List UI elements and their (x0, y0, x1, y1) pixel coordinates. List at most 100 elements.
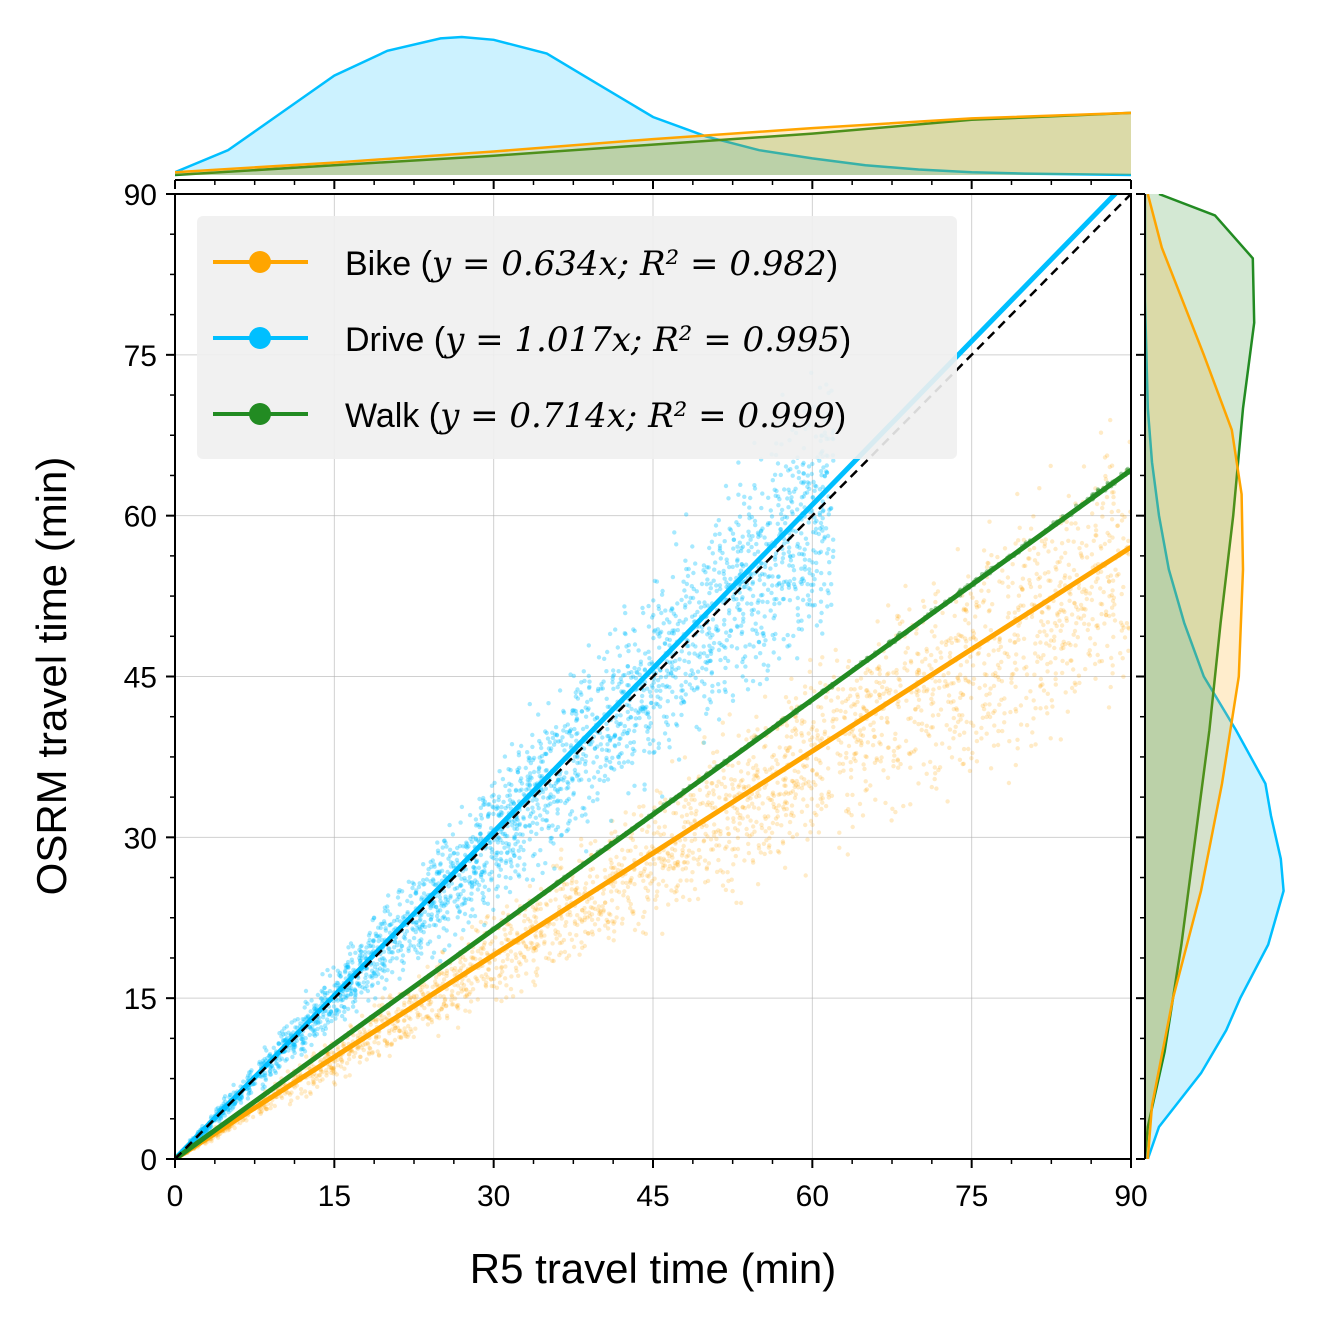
scatter-point-drive (656, 684, 661, 689)
scatter-point-bike (921, 671, 927, 676)
scatter-point-drive (679, 597, 684, 603)
scatter-point-bike (379, 1013, 384, 1018)
scatter-point-drive (765, 522, 770, 527)
scatter-point-drive (591, 760, 596, 765)
scatter-point-bike (646, 897, 651, 902)
scatter-point-bike (731, 862, 736, 867)
scatter-point-drive (400, 953, 406, 958)
scatter-point-drive (368, 943, 374, 948)
scatter-point-drive (778, 472, 783, 478)
scatter-point-drive (555, 811, 560, 816)
scatter-point-drive (712, 567, 717, 572)
scatter-point-bike (871, 720, 876, 725)
scatter-point-drive (605, 727, 610, 732)
scatter-point-bike (1030, 730, 1035, 735)
scatter-point-bike (1088, 636, 1093, 641)
scatter-point-bike (631, 812, 637, 817)
scatter-point-drive (496, 797, 501, 803)
scatter-point-drive (561, 710, 567, 715)
scatter-point-bike (929, 725, 934, 730)
scatter-point-bike (522, 913, 527, 918)
scatter-point-drive (401, 960, 406, 965)
scatter-point-drive (814, 568, 819, 574)
scatter-point-bike (622, 856, 627, 861)
scatter-point-drive (822, 582, 827, 587)
scatter-point-drive (657, 645, 662, 650)
scatter-point-bike (452, 982, 457, 988)
scatter-point-bike (1009, 680, 1014, 685)
scatter-point-bike (820, 776, 825, 782)
scatter-point-bike (962, 730, 967, 735)
scatter-point-bike (711, 833, 717, 838)
scatter-point-bike (402, 1026, 407, 1031)
scatter-point-drive (752, 486, 758, 491)
scatter-point-bike (807, 783, 812, 789)
scatter-point-bike (1038, 640, 1043, 645)
scatter-point-bike (844, 755, 849, 760)
scatter-point-drive (406, 948, 411, 954)
scatter-point-bike (1064, 519, 1069, 524)
scatter-point-bike (883, 800, 888, 806)
scatter-point-bike (1050, 704, 1055, 709)
scatter-point-drive (674, 721, 679, 727)
scatter-point-bike (1053, 682, 1059, 687)
scatter-point-drive (447, 847, 453, 852)
scatter-point-bike (389, 1041, 394, 1046)
scatter-point-bike (664, 883, 669, 888)
scatter-point-bike (896, 704, 901, 710)
scatter-point-bike (619, 863, 625, 868)
scatter-point-drive (595, 797, 600, 802)
scatter-point-bike (702, 858, 708, 863)
scatter-point-bike (987, 608, 992, 613)
scatter-point-bike (640, 930, 646, 935)
scatter-point-bike (416, 1012, 421, 1018)
scatter-point-bike (1033, 706, 1038, 711)
scatter-point-drive (623, 610, 628, 616)
scatter-point-bike (934, 786, 939, 791)
scatter-point-bike (533, 970, 539, 975)
scatter-point-drive (750, 627, 755, 632)
scatter-point-bike (940, 610, 945, 616)
scatter-point-drive (759, 625, 764, 630)
scatter-point-bike (1080, 589, 1085, 595)
scatter-point-bike (577, 891, 582, 897)
scatter-point-bike (966, 621, 971, 626)
scatter-point-bike (937, 765, 943, 770)
scatter-point-bike (645, 888, 651, 893)
scatter-point-drive (777, 580, 782, 586)
scatter-point-bike (1048, 578, 1053, 583)
scatter-point-bike (806, 731, 811, 736)
scatter-point-bike (995, 662, 1001, 668)
scatter-point-bike (357, 1060, 362, 1065)
scatter-point-bike (630, 837, 636, 843)
scatter-point-bike (580, 945, 585, 950)
scatter-point-bike (973, 637, 978, 642)
scatter-point-bike (1028, 584, 1034, 590)
scatter-point-bike (440, 950, 446, 955)
scatter-point-bike (923, 656, 928, 662)
scatter-point-bike (710, 847, 716, 852)
scatter-point-drive (690, 595, 696, 601)
scatter-point-bike (695, 896, 701, 902)
scatter-point-bike (1098, 601, 1103, 606)
scatter-point-drive (651, 738, 656, 743)
scatter-point-drive (541, 795, 546, 800)
scatter-point-bike (558, 856, 564, 861)
scatter-point-drive (559, 832, 564, 838)
scatter-point-drive (461, 888, 466, 893)
scatter-point-bike (754, 763, 759, 768)
scatter-point-bike (682, 804, 687, 809)
scatter-point-drive (799, 531, 804, 536)
scatter-point-drive (605, 742, 610, 747)
scatter-point-bike (705, 878, 711, 884)
scatter-point-bike (323, 1055, 328, 1061)
scatter-point-bike (610, 818, 615, 824)
scatter-point-bike (1078, 602, 1084, 608)
scatter-point-bike (420, 992, 426, 997)
scatter-point-bike (742, 858, 747, 863)
scatter-point-bike (933, 679, 938, 684)
scatter-point-bike (689, 838, 694, 844)
scatter-point-drive (739, 629, 745, 635)
scatter-point-bike (877, 692, 882, 697)
scatter-point-bike (776, 803, 782, 808)
